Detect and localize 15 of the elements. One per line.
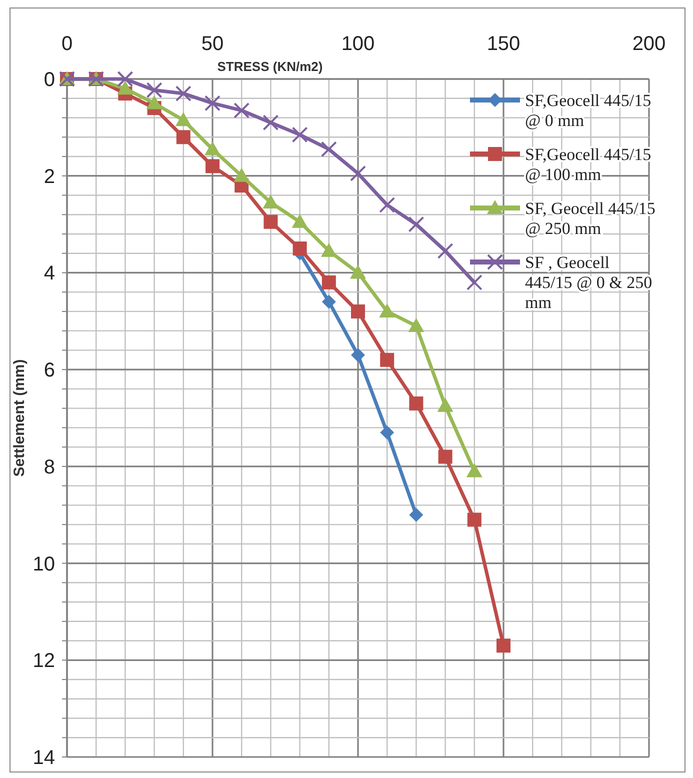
y-tick-label: 10 [32, 553, 55, 576]
x-tick-label: 100 [341, 33, 375, 55]
x-tick-label: 150 [486, 33, 520, 55]
x-axis-title: STRESS (KN/m2) [217, 59, 323, 74]
y-axis-title: Settlement (mm) [11, 359, 28, 477]
y-tick-label: 2 [44, 166, 55, 188]
x-tick-label: 0 [61, 33, 73, 55]
y-tick-label: 4 [44, 262, 55, 285]
y-tick-label: 0 [44, 69, 55, 91]
y-tick-label: 12 [32, 650, 55, 672]
x-tick-label: 200 [632, 33, 666, 55]
y-tick-label: 8 [44, 456, 55, 478]
x-tick-label: 50 [201, 33, 224, 55]
y-tick-label: 14 [32, 747, 55, 769]
y-tick-label: 6 [44, 360, 55, 382]
